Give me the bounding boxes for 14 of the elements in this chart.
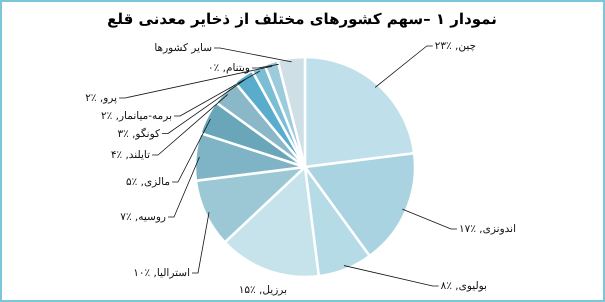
slice-label: استرالیا, ٪۱۰: [133, 267, 190, 279]
slice-label: مالزی, ٪۵: [126, 176, 170, 188]
chart-title: نمودار ۱ –سهم کشورهای مختلف از ذخایر معدنی قلع: [107, 10, 497, 28]
slice-label: پرو, ٪۲: [85, 92, 118, 104]
slice-label: تایلند, ٪۴: [110, 149, 150, 161]
slice-label: کونگو, ٪۳: [117, 127, 160, 140]
slice-label: چین, ٪۲۳: [434, 40, 476, 52]
legend-label: ویتنام, ٪۰: [208, 62, 250, 74]
slice-label: برزیل, ٪۱۵: [238, 284, 287, 296]
slice-label: برمه-میانمار, ٪۲: [101, 110, 172, 122]
slice-label: بولیوی, ٪۸: [440, 280, 487, 292]
slice-label: اندونزی, ٪۱۷: [459, 223, 516, 235]
slice-label: سایر کشورها: [154, 42, 212, 54]
slice-label: روسیه, ٪۷: [120, 211, 166, 223]
